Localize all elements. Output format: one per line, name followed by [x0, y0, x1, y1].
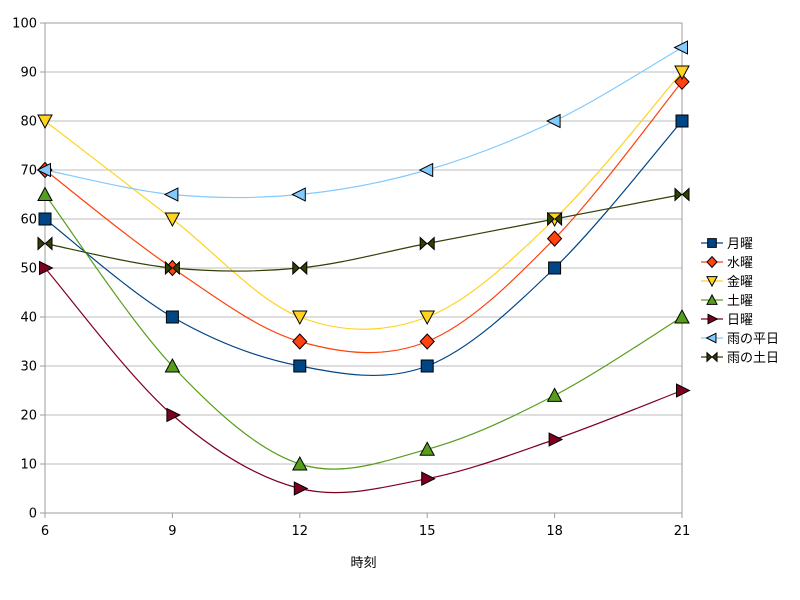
series-2-marker [674, 65, 690, 81]
series-6-marker [164, 260, 180, 276]
series-line-0 [44, 120, 683, 377]
series-4-marker [548, 432, 564, 447]
y-tick-label: 70 [20, 164, 37, 179]
legend-label: 月曜 [727, 237, 754, 252]
legend-item-2: 金曜 [700, 271, 779, 290]
series-0-marker [293, 359, 307, 373]
y-tick-label: 90 [20, 66, 37, 81]
y-tick-label: 0 [29, 507, 37, 522]
series-5-marker [36, 162, 51, 178]
y-tick-label: 10 [20, 458, 37, 473]
legend-item-6: 雨の土日 [700, 347, 779, 366]
series-line-2 [44, 71, 683, 330]
legend: 月曜水曜金曜土曜日曜雨の平日雨の土日 [700, 233, 779, 366]
legend-diamond-icon [701, 255, 723, 268]
series-line-3 [44, 194, 683, 470]
x-tick-label: 18 [546, 524, 563, 539]
y-tick-label: 50 [20, 262, 37, 277]
series-4-marker [676, 383, 691, 398]
series-3-marker [164, 357, 181, 373]
series-3-marker [674, 308, 690, 324]
series-1-marker [292, 333, 308, 350]
x-axis-title: 時刻 [350, 556, 377, 571]
legend-label: 水曜 [727, 256, 754, 271]
series-4-marker [39, 260, 54, 276]
legend-triangle-left-icon [701, 332, 723, 343]
legend-item-5: 雨の平日 [700, 328, 779, 347]
y-tick-label: 20 [20, 409, 37, 424]
series-1-marker [546, 230, 563, 247]
series-0-marker [548, 261, 562, 275]
series-0-marker [420, 359, 434, 373]
x-tick-label: 12 [292, 524, 309, 539]
legend-label: 雨の平日 [727, 332, 780, 347]
legend-label: 金曜 [727, 275, 754, 290]
series-2-marker [37, 114, 53, 130]
series-line-5 [44, 46, 683, 199]
series-6-marker [419, 236, 435, 251]
legend-label: 土曜 [727, 294, 754, 309]
series-2-marker [164, 212, 181, 228]
series-1-marker [674, 73, 690, 91]
legend-square-icon [701, 237, 723, 248]
series-4-marker [421, 471, 436, 487]
legend-triangle-down-icon [701, 275, 723, 287]
series-2-marker [291, 310, 308, 326]
x-tick-label: 15 [419, 524, 436, 539]
series-1-marker [419, 333, 435, 350]
series-4-marker [166, 407, 182, 423]
x-tick-label: 21 [674, 524, 691, 539]
legend-item-4: 日曜 [700, 309, 779, 328]
y-tick-label: 30 [20, 360, 37, 375]
series-line-4 [44, 267, 683, 494]
series-6-marker [37, 236, 53, 251]
series-3-marker [419, 441, 436, 456]
series-0-marker [675, 114, 689, 128]
y-tick-label: 100 [12, 17, 37, 32]
series-6-marker [547, 211, 563, 227]
series-line-6 [44, 193, 683, 272]
x-tick-label: 6 [41, 524, 49, 539]
y-tick-label: 40 [20, 311, 37, 326]
legend-triangle-up-icon [701, 293, 723, 305]
series-5-marker [545, 113, 561, 129]
series-2-marker [419, 310, 436, 326]
series-3-marker [546, 387, 563, 402]
legend-label: 日曜 [727, 313, 754, 328]
legend-label: 雨の土日 [727, 351, 780, 366]
legend-item-0: 月曜 [700, 233, 779, 252]
legend-item-3: 土曜 [700, 290, 779, 309]
series-4-marker [293, 481, 309, 496]
series-6-marker [674, 187, 690, 202]
y-tick-label: 60 [20, 213, 37, 228]
legend-triangle-right-icon [701, 313, 723, 324]
series-0-marker [38, 212, 52, 226]
legend-bowtie-icon [701, 351, 723, 362]
series-5-marker [673, 40, 688, 55]
series-0-marker [165, 310, 179, 324]
series-3-marker [37, 186, 53, 201]
series-6-marker [292, 260, 308, 276]
series-line-1 [44, 81, 683, 354]
legend-item-1: 水曜 [700, 252, 779, 271]
y-tick-label: 80 [20, 115, 37, 130]
x-tick-label: 9 [168, 524, 176, 539]
series-5-marker [418, 162, 434, 178]
series-5-marker [291, 187, 306, 202]
series-5-marker [163, 187, 179, 202]
series-3-marker [291, 455, 308, 471]
